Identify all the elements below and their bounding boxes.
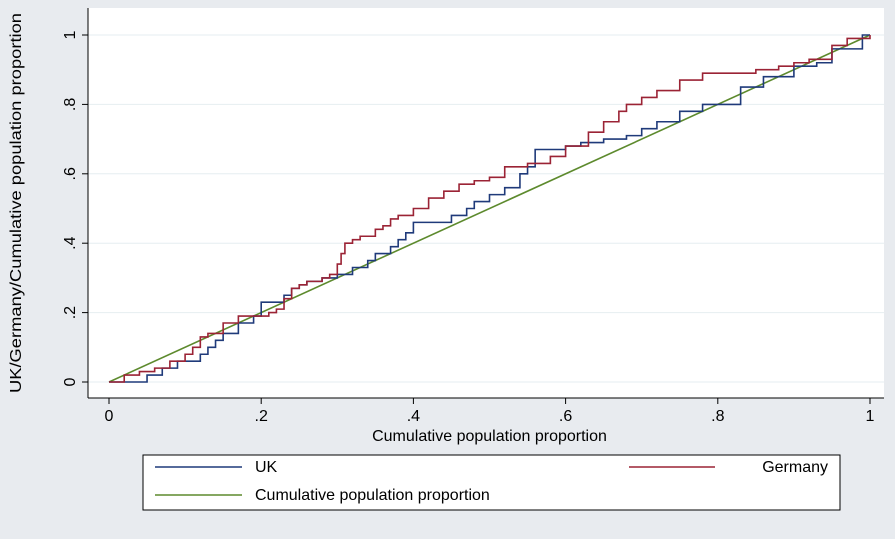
plot-area xyxy=(88,8,884,398)
legend-label-uk: UK xyxy=(255,459,278,476)
y-tick-label: 0 xyxy=(62,377,79,386)
x-tick-label: .8 xyxy=(711,408,724,425)
y-tick-label: .8 xyxy=(62,98,79,111)
y-tick-label: .2 xyxy=(62,306,79,319)
legend-box xyxy=(142,454,841,511)
y-tick-label: .4 xyxy=(62,236,79,249)
legend: UK Germany Cumulative population proportio… xyxy=(142,454,841,511)
x-tick-label: .2 xyxy=(255,408,268,425)
x-axis-label: Cumulative population proportion xyxy=(372,428,607,445)
y-axis-label: UK/Germany/Cumulative population proport… xyxy=(8,13,25,393)
y-tick-label: .6 xyxy=(62,167,79,180)
series-line-uk xyxy=(109,34,870,383)
series-line-germany xyxy=(109,35,871,383)
grid-lines xyxy=(88,34,884,383)
x-tick-label: 1 xyxy=(866,408,875,425)
axes: 0 .2 .4 .6 .8 1 0 .2 .4 .6 .8 1 xyxy=(62,8,884,425)
legend-label-germany: Germany xyxy=(762,459,828,476)
series-line-cumulative-population-proportion xyxy=(108,34,871,383)
x-tick-label: .4 xyxy=(407,408,420,425)
legend-label-cumulative-population-proportion: Cumulative population proportion xyxy=(255,487,490,504)
x-tick-label: .6 xyxy=(559,408,572,425)
series-layer xyxy=(108,34,871,383)
y-tick-label: 1 xyxy=(62,30,79,39)
x-tick-label: 0 xyxy=(105,408,114,425)
